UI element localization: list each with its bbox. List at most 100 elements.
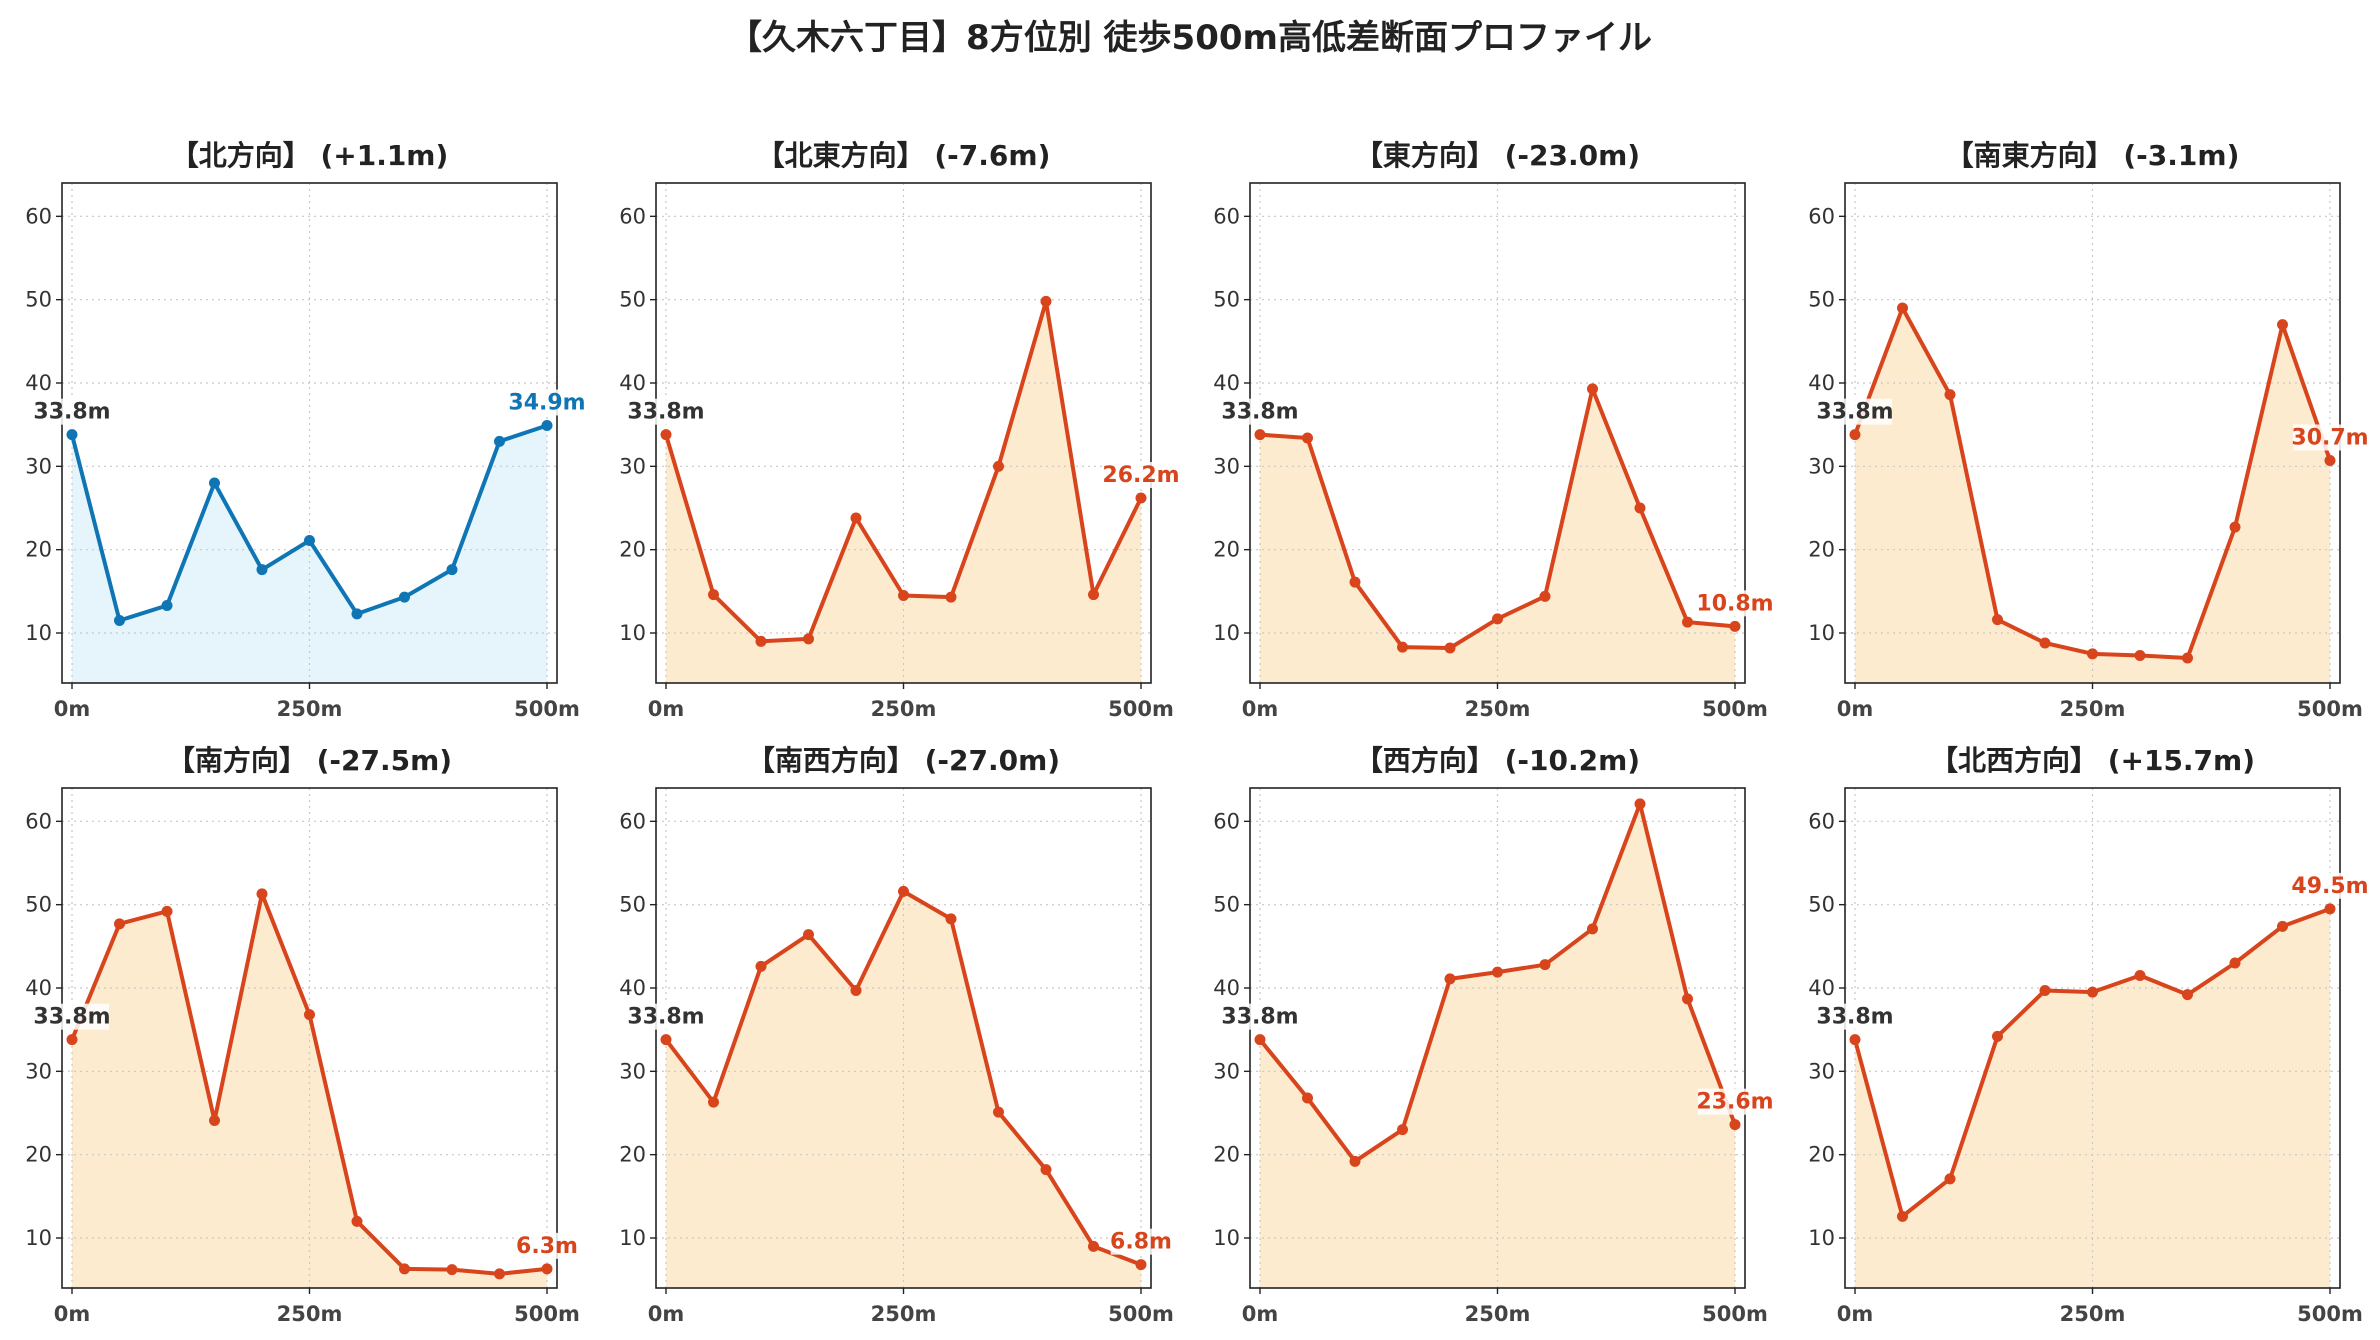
y-tick-label: 10 bbox=[1808, 621, 1835, 645]
x-tick-label: 250m bbox=[1465, 1302, 1531, 1326]
y-tick-label: 10 bbox=[1213, 621, 1240, 645]
data-point bbox=[1040, 1164, 1052, 1176]
subplot-5: 10 20 30 40 50 60 0m 250m 500m 【南方向】 (-27.5m) 33.8… bbox=[25, 744, 580, 1326]
start-value-label-bg bbox=[628, 398, 704, 425]
data-point bbox=[708, 1096, 719, 1108]
y-tick-label: 40 bbox=[1808, 976, 1835, 1000]
y-tick-label: 50 bbox=[1808, 893, 1835, 917]
data-point bbox=[2229, 521, 2241, 533]
y-tick-label: 60 bbox=[1808, 204, 1835, 228]
data-point bbox=[114, 918, 125, 930]
start-value-label-bg bbox=[1817, 1003, 1893, 1030]
data-point bbox=[2182, 652, 2193, 664]
data-point bbox=[898, 885, 909, 897]
data-point bbox=[1349, 576, 1361, 588]
y-tick-label: 30 bbox=[619, 454, 646, 478]
x-tick-label: 0m bbox=[54, 697, 91, 721]
start-value-label: 33.8m bbox=[33, 400, 110, 425]
data-point bbox=[850, 985, 862, 996]
y-tick-label: 30 bbox=[1808, 1059, 1835, 1083]
data-point bbox=[1992, 614, 2003, 626]
y-tick-label: 10 bbox=[619, 621, 646, 645]
y-tick-label: 20 bbox=[1213, 1143, 1240, 1167]
y-tick-label: 60 bbox=[1213, 809, 1240, 833]
y-tick-label: 60 bbox=[25, 204, 52, 228]
end-value-label-bg bbox=[1697, 590, 1773, 617]
subplot-7: 10 20 30 40 50 60 0m 250m 500m 【西方向】 (-10.2m) 33.8… bbox=[1213, 744, 1773, 1326]
y-tick-label: 40 bbox=[1213, 371, 1240, 395]
x-tick-label: 500m bbox=[2297, 697, 2363, 721]
area-fill bbox=[72, 425, 547, 683]
y-tick-label: 60 bbox=[619, 204, 646, 228]
data-point bbox=[2277, 920, 2288, 932]
data-point bbox=[803, 633, 814, 645]
data-point bbox=[1302, 1092, 1313, 1104]
data-point bbox=[1682, 616, 1693, 628]
end-value-label: 26.2m bbox=[1102, 463, 1179, 488]
data-point bbox=[1849, 1034, 1861, 1046]
subplot-title: 【北東方向】 (-7.6m) bbox=[757, 139, 1051, 172]
end-value-label: 23.6m bbox=[1696, 1090, 1773, 1115]
data-point bbox=[1135, 492, 1147, 504]
data-point bbox=[2134, 970, 2146, 981]
subplot-title: 【南東方向】 (-3.1m) bbox=[1946, 139, 2240, 172]
data-point bbox=[209, 1115, 220, 1126]
subplot-3: 10 20 30 40 50 60 0m 250m 500m 【東方向】 (-23.0m) 33.8… bbox=[1213, 139, 1773, 721]
data-point bbox=[1444, 973, 1456, 985]
y-tick-label: 40 bbox=[619, 976, 646, 1000]
data-point bbox=[446, 564, 458, 576]
data-point bbox=[2039, 637, 2051, 649]
data-point bbox=[1539, 959, 1551, 971]
y-tick-label: 40 bbox=[25, 976, 52, 1000]
data-point bbox=[2134, 650, 2146, 661]
x-tick-label: 250m bbox=[277, 697, 343, 721]
data-point bbox=[1682, 993, 1693, 1005]
data-point bbox=[1492, 966, 1503, 978]
data-point bbox=[2324, 455, 2336, 466]
x-tick-label: 500m bbox=[1702, 697, 1768, 721]
end-value-label-bg bbox=[1110, 1228, 1172, 1255]
data-point bbox=[541, 420, 553, 431]
y-tick-label: 30 bbox=[1213, 1059, 1240, 1083]
end-value-label: 34.9m bbox=[508, 391, 585, 416]
end-value-label-bg bbox=[509, 389, 585, 416]
end-value-label-bg bbox=[2292, 872, 2368, 899]
end-value-label: 10.8m bbox=[1696, 591, 1773, 616]
data-point bbox=[1587, 383, 1598, 395]
end-value-label-bg bbox=[516, 1232, 578, 1259]
data-point bbox=[1135, 1259, 1147, 1271]
data-point bbox=[1302, 432, 1313, 444]
y-tick-label: 10 bbox=[1808, 1226, 1835, 1250]
y-tick-label: 50 bbox=[619, 288, 646, 312]
area-fill bbox=[1260, 803, 1735, 1288]
y-tick-label: 20 bbox=[1808, 1143, 1835, 1167]
y-tick-label: 60 bbox=[1808, 809, 1835, 833]
y-tick-label: 20 bbox=[25, 538, 52, 562]
y-tick-label: 20 bbox=[1213, 538, 1240, 562]
subplot-4: 10 20 30 40 50 60 0m 250m 500m 【南東方向】 (-3.1m) 33.8… bbox=[1808, 139, 2368, 721]
x-tick-label: 500m bbox=[1702, 1302, 1768, 1326]
subplot-title: 【北西方向】 (+15.7m) bbox=[1930, 744, 2255, 777]
data-point bbox=[1397, 1124, 1408, 1136]
data-point bbox=[993, 460, 1004, 472]
y-tick-label: 10 bbox=[1213, 1226, 1240, 1250]
y-tick-label: 50 bbox=[1213, 288, 1240, 312]
y-tick-label: 30 bbox=[619, 1059, 646, 1083]
data-point bbox=[209, 477, 220, 489]
y-tick-label: 50 bbox=[1213, 893, 1240, 917]
data-point bbox=[541, 1263, 553, 1275]
start-value-label: 33.8m bbox=[627, 400, 704, 425]
subplot-title: 【東方向】 (-23.0m) bbox=[1355, 139, 1640, 172]
data-point bbox=[351, 1215, 363, 1227]
x-tick-label: 0m bbox=[1837, 1302, 1874, 1326]
end-value-label-bg bbox=[1697, 1088, 1773, 1115]
data-point bbox=[399, 1263, 410, 1275]
start-value-label-bg bbox=[34, 398, 110, 425]
y-tick-label: 50 bbox=[619, 893, 646, 917]
area-fill bbox=[1855, 908, 2330, 1288]
data-point bbox=[1492, 613, 1503, 625]
y-tick-label: 30 bbox=[25, 454, 52, 478]
start-value-label: 33.8m bbox=[1221, 400, 1298, 425]
end-value-label: 49.5m bbox=[2291, 874, 2368, 899]
